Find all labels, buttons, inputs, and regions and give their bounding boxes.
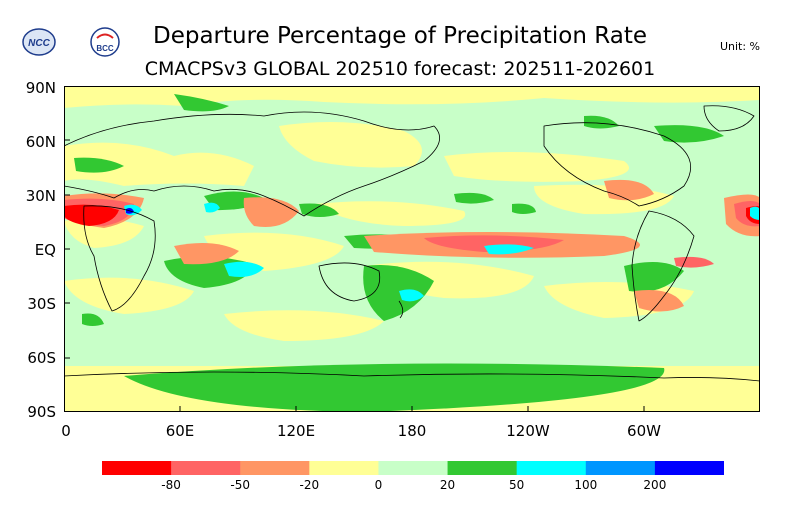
lat-ticks — [64, 139, 70, 359]
colorbar-tick-label: -80 — [161, 478, 181, 492]
lon-label-60w: 60W — [627, 422, 661, 440]
colorbar-swatch — [378, 461, 449, 475]
lon-label-120w: 120W — [506, 422, 550, 440]
precipitation-anomaly-map — [64, 86, 760, 412]
lon-label-180: 180 — [397, 422, 427, 440]
colorbar-swatch — [309, 461, 379, 475]
colorbar-swatch — [516, 461, 587, 475]
svg-text:BCC: BCC — [96, 44, 114, 53]
colorbar-swatch — [102, 461, 172, 475]
colorbar-swatch — [585, 461, 656, 475]
unit-label: Unit: % — [719, 40, 760, 53]
lat-label-60n: 60N — [25, 133, 56, 151]
lon-label-60e: 60E — [165, 422, 195, 440]
lon-label-0: 0 — [61, 422, 71, 440]
colorbar-tick-label: 0 — [374, 478, 383, 492]
colorbar-tick-label: -50 — [230, 478, 251, 492]
lat-label-60s: 60S — [27, 349, 56, 367]
svg-text:NCC: NCC — [28, 38, 50, 49]
colorbar — [102, 461, 724, 475]
colorbar-swatch — [447, 461, 518, 475]
wet-regions — [74, 94, 760, 412]
colorbar-swatch — [171, 461, 241, 475]
lat-label-eq: EQ — [34, 241, 56, 259]
colorbar-tick-label: 50 — [509, 478, 525, 492]
lat-label-30s: 30S — [27, 295, 56, 313]
coastlines — [64, 105, 760, 382]
lon-label-120e: 120E — [276, 422, 316, 440]
lon-ticks — [179, 406, 645, 412]
chart-title: Departure Percentage of Precipitation Ra… — [152, 23, 647, 49]
chart-subtitle: CMACPSv3 GLOBAL 202510 forecast: 202511-… — [144, 58, 656, 80]
colorbar-tick-label: 200 — [643, 478, 667, 492]
colorbar-tick-label: -20 — [299, 478, 320, 492]
lat-label-30n: 30N — [25, 187, 56, 205]
colorbar-tick-label: 20 — [439, 478, 456, 492]
colorbar-swatch — [654, 461, 724, 475]
ncc-logo: NCC — [22, 28, 56, 56]
colorbar-tick-label: 100 — [574, 478, 598, 492]
lat-label-90n: 90N — [25, 79, 56, 97]
bcc-logo: BCC — [90, 27, 120, 57]
colorbar-swatch — [240, 461, 310, 475]
lat-label-90s: 90S — [27, 403, 56, 421]
wet-strong-regions — [124, 202, 760, 302]
